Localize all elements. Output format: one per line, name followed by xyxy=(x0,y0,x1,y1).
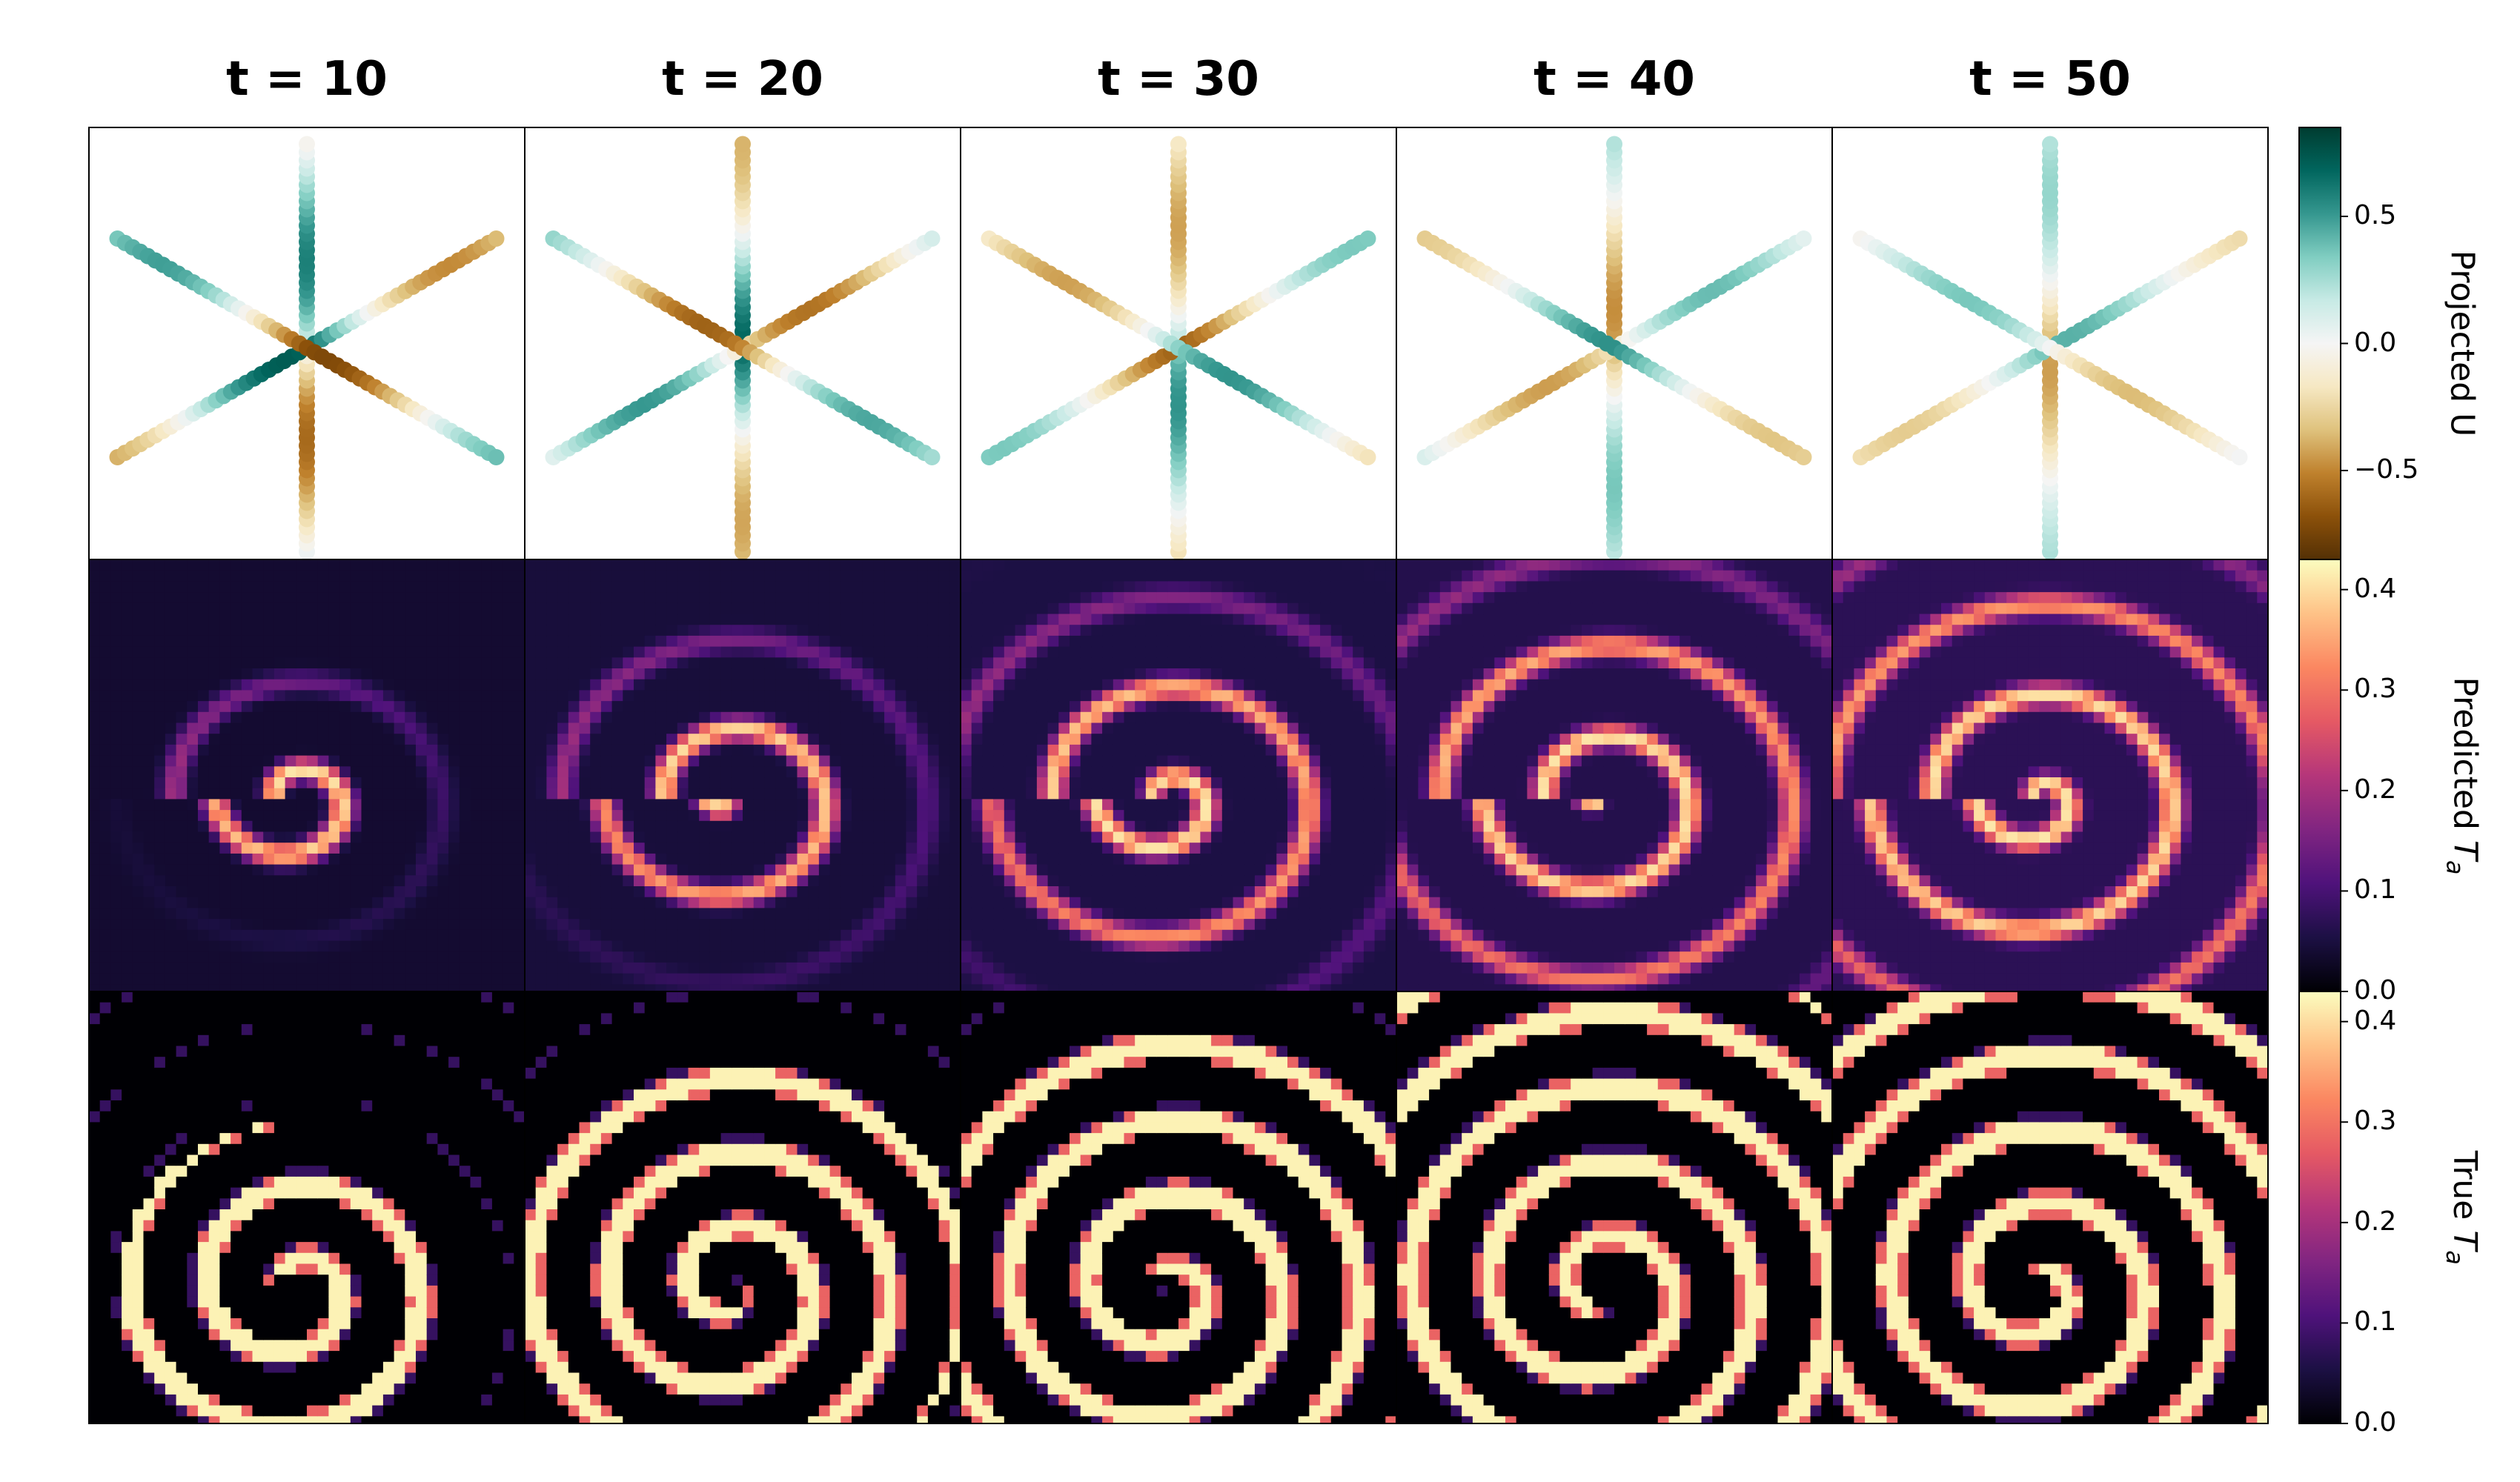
colorbar-label-math: T xyxy=(2445,840,2484,860)
probe-marker xyxy=(1606,136,1622,153)
probe-marker xyxy=(2042,136,2058,153)
predicted-ta-panel xyxy=(1832,559,2268,991)
colorbar-tick-label: 0.0 xyxy=(2354,1407,2397,1438)
probe-marker xyxy=(1795,449,1812,465)
probe-marker xyxy=(924,449,941,465)
colorbar-label: True Ta xyxy=(2441,1150,2484,1264)
probe-marker xyxy=(1359,230,1376,247)
colorbar-tick-label: 0.3 xyxy=(2354,674,2397,705)
colorbar-true_ta xyxy=(2298,991,2341,1424)
predicted-ta-panel xyxy=(961,559,1396,991)
colorbar-tick-label: 0.0 xyxy=(2354,975,2397,1006)
predicted-ta-panel xyxy=(89,559,525,991)
colorbar-projected_u xyxy=(2298,127,2341,560)
colorbar-predicted_ta xyxy=(2298,559,2341,992)
true-ta-panel xyxy=(961,991,1396,1423)
colorbar-label-subscript: a xyxy=(2441,860,2470,874)
colorbar-tick-label: 0.5 xyxy=(2354,200,2397,231)
colorbar-label-subscript: a xyxy=(2441,1249,2470,1265)
colorbar-tick-label: −0.5 xyxy=(2354,453,2419,485)
colorbar-label-text: Predicted xyxy=(2445,676,2484,840)
colorbar-tick-label: 0.1 xyxy=(2354,874,2397,906)
probe-marker xyxy=(2231,449,2248,465)
column-title: t = 50 xyxy=(1969,52,2131,107)
true-ta-panel xyxy=(525,991,961,1423)
projected-u-panel xyxy=(961,127,1396,559)
predicted-ta-panel xyxy=(1396,559,1832,991)
panel-frame xyxy=(1831,991,2269,1424)
probe-marker xyxy=(299,136,315,153)
probe-marker xyxy=(1359,449,1376,465)
probe-marker xyxy=(1170,136,1187,153)
colorbar-label: Predicted Ta xyxy=(2441,677,2484,874)
probe-marker xyxy=(924,230,941,247)
colorbar-label-text: True xyxy=(2445,1150,2484,1230)
column-title: t = 10 xyxy=(226,52,388,107)
colorbar-tick-label: 0.3 xyxy=(2354,1106,2397,1137)
true-ta-panel xyxy=(1832,991,2268,1423)
colorbar-tick-label: 0.2 xyxy=(2354,774,2397,805)
colorbar-tick-label: 0.0 xyxy=(2354,327,2397,358)
predicted-ta-panel xyxy=(525,559,961,991)
projected-u-panel xyxy=(89,127,525,559)
probe-marker xyxy=(735,136,751,153)
probe-marker xyxy=(488,230,505,247)
column-title: t = 30 xyxy=(1098,52,1259,107)
probe-marker xyxy=(1795,230,1812,247)
colorbar-tick-label: 0.4 xyxy=(2354,1005,2397,1036)
colorbar-tick-label: 0.1 xyxy=(2354,1306,2397,1338)
colorbar-label-math: T xyxy=(2445,1229,2484,1250)
colorbar-tick-label: 0.2 xyxy=(2354,1206,2397,1237)
colorbar-tick-label: 0.4 xyxy=(2354,573,2397,604)
projected-u-panel xyxy=(1832,127,2268,559)
column-title: t = 40 xyxy=(1533,52,1695,107)
true-ta-panel xyxy=(1396,991,1832,1423)
probe-marker xyxy=(2231,230,2248,247)
projected-u-panel xyxy=(525,127,961,559)
colorbar-label-text: Projected U xyxy=(2443,250,2481,437)
projected-u-panel xyxy=(1396,127,1832,559)
colorbar-label: Projected U xyxy=(2443,250,2481,437)
column-title: t = 20 xyxy=(662,52,823,107)
probe-marker xyxy=(488,449,505,465)
true-ta-panel xyxy=(89,991,525,1423)
